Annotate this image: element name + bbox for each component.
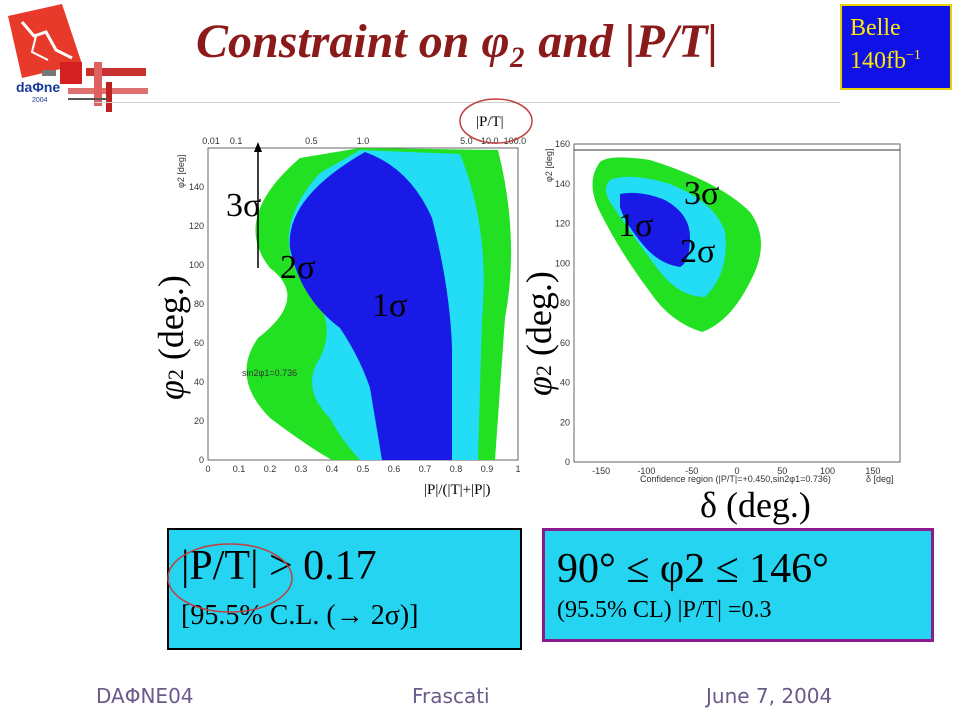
footer-right: June 7, 2004	[706, 684, 833, 708]
left-x-tick-label: 0.5	[357, 464, 370, 474]
left-x-tick-label: 0.4	[326, 464, 339, 474]
right-x-tick-label: -100	[637, 466, 655, 476]
left-top-ticks: 0.01 0.1 0.5 1.0 5.0 10.0 100.0	[202, 136, 526, 146]
left-x-ticks: 0 0.1 0.2 0.3 0.4 0.5 0.6 0.7 0.8 0.9 1	[205, 464, 520, 474]
left-label-1sigma: 1σ	[372, 287, 407, 324]
right-y-tick-label: 20	[560, 417, 570, 427]
right-y-axis-label: φ2 (deg.)	[519, 271, 559, 396]
right-inner-ylabel: φ2 [deg]	[544, 149, 554, 182]
left-y-tick-label: 40	[194, 377, 204, 387]
left-x-axis-label: |P|/(|T|+|P|)	[424, 482, 491, 498]
left-top-tick-label: 0.1	[230, 136, 243, 146]
result-left-line2: [95.5% C.L. (→ 2σ)]	[181, 600, 419, 631]
result-box-left: |P/T| > 0.17 [95.5% C.L. (→ 2σ)]	[167, 528, 522, 650]
title-divider	[95, 102, 840, 103]
right-y-tick-label: 120	[555, 219, 570, 229]
left-y-tick-label: 100	[189, 260, 204, 270]
right-inner-xunit: δ [deg]	[866, 474, 894, 484]
left-x-tick-label: 0.9	[481, 464, 494, 474]
highlight-circle-top	[459, 98, 533, 144]
right-y-tick-label: 80	[560, 298, 570, 308]
left-label-2sigma: 2σ	[280, 249, 315, 286]
left-top-tick-label: 0.01	[202, 136, 220, 146]
right-x-ticks: -150 -100 -50 0 50 100 150	[592, 466, 880, 476]
right-x-tick-label: 150	[865, 466, 880, 476]
left-annotation: sin2φ1=0.736	[242, 368, 297, 378]
left-y-axis-label: φ2 (deg.)	[151, 275, 191, 400]
title-text: Constraint on φ₂ and |P/T|	[196, 15, 719, 68]
left-y-tick-label: 80	[194, 299, 204, 309]
left-inner-ylabel: φ2 [deg]	[176, 155, 186, 188]
highlight-circle-result	[167, 543, 293, 613]
right-x-tick-label: -150	[592, 466, 610, 476]
right-label-3sigma: 3σ	[684, 175, 719, 212]
right-x-axis-label: δ (deg.)	[700, 485, 811, 525]
left-y-ticks: 0 20 40 60 80 100 120 140	[189, 182, 204, 465]
right-y-tick-label: 60	[560, 338, 570, 348]
left-top-tick-label: 100.0	[504, 136, 527, 146]
top-axis-label: |P/T|	[476, 114, 504, 130]
footer-center: Frascati	[412, 684, 490, 708]
right-x-tick-label: 0	[734, 466, 739, 476]
svg-text:daΦne: daΦne	[16, 79, 60, 95]
left-region-1sigma	[289, 152, 452, 460]
right-contour-plot: -150 -100 -50 0 50 100 150 0 20 40 60 80 100 120 140 1…	[540, 132, 912, 492]
right-x-tick-label: 100	[820, 466, 835, 476]
left-y-tick-label: 20	[194, 416, 204, 426]
left-x-tick-label: 0.2	[264, 464, 277, 474]
right-label-2sigma: 2σ	[680, 233, 715, 270]
left-label-3sigma: 3σ	[226, 187, 261, 224]
left-x-tick-label: 1	[515, 464, 520, 474]
right-x-tick-label: 50	[777, 466, 787, 476]
footer-left: DAΦNE04	[96, 684, 194, 708]
left-top-tick-label: 10.0	[481, 136, 499, 146]
right-label-1sigma: 1σ	[618, 207, 653, 244]
left-top-tick-label: 0.5	[305, 136, 318, 146]
left-x-tick-label: 0.6	[388, 464, 401, 474]
left-contour-plot: 0 0.1 0.2 0.3 0.4 0.5 0.6 0.7 0.8 0.9 1 0 20 40 60 80 1…	[170, 118, 530, 490]
right-y-tick-label: 40	[560, 378, 570, 388]
badge-line2: 140fb−1	[850, 48, 921, 74]
result-right-line1: 90° ≤ φ2 ≤ 146°	[557, 546, 829, 592]
left-top-tick-label: 1.0	[357, 136, 370, 146]
logo-graphic: daΦne 2004	[8, 4, 148, 112]
svg-text:2004: 2004	[32, 97, 48, 104]
right-region-1sigma	[620, 192, 690, 267]
left-y-tick-label: 60	[194, 338, 204, 348]
left-top-tick-label: 5.0	[460, 136, 473, 146]
belle-badge: Belle 140fb−1	[840, 4, 952, 90]
right-x-tick-label: -50	[685, 466, 698, 476]
left-y-tick-label: 0	[199, 455, 204, 465]
result-box-right: 90° ≤ φ2 ≤ 146° (95.5% CL) |P/T| =0.3	[542, 528, 934, 642]
left-x-tick-label: 0.1	[233, 464, 246, 474]
right-y-tick-label: 140	[555, 179, 570, 189]
result-left-line1: |P/T| > 0.17	[181, 543, 377, 589]
logo: daΦne 2004	[2, 2, 152, 112]
left-x-tick-label: 0.3	[295, 464, 308, 474]
right-y-tick-label: 0	[565, 457, 570, 467]
badge-line1: Belle	[850, 15, 901, 41]
left-y-tick-label: 120	[189, 221, 204, 231]
right-y-tick-label: 160	[555, 139, 570, 149]
left-x-tick-label: 0.7	[419, 464, 432, 474]
left-x-tick-label: 0.8	[450, 464, 463, 474]
page-title: Constraint on φ₂ and |P/T|	[196, 14, 718, 69]
right-y-ticks: 0 20 40 60 80 100 120 140 160	[555, 139, 570, 467]
left-x-tick-label: 0	[205, 464, 210, 474]
left-y-tick-label: 140	[189, 182, 204, 192]
result-right-line2: (95.5% CL) |P/T| =0.3	[557, 597, 772, 623]
right-inner-xlabel: Confidence region (|P/T|=+0.450,sin2φ1=0…	[640, 474, 831, 484]
right-y-tick-label: 100	[555, 258, 570, 268]
